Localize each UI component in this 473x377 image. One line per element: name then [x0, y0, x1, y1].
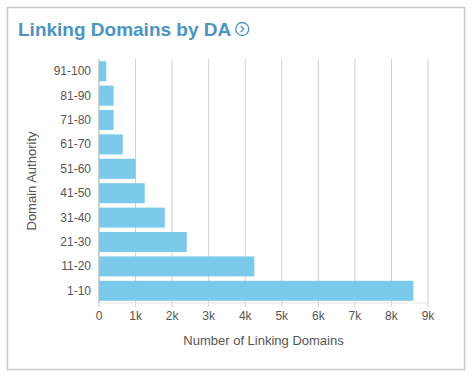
tick-label: 5k — [275, 309, 289, 323]
tick-label: 0 — [96, 309, 103, 323]
y-axis-line — [99, 59, 100, 303]
x-axis-line — [99, 303, 428, 304]
bar — [99, 232, 187, 252]
bar — [99, 208, 165, 228]
info-icon-chevron — [241, 26, 244, 32]
chart: Linking Domains by DA 0 1k 2k 3k 4k 5k 6k 7k 8k 9k… — [0, 0, 473, 377]
category-label: 81-90 — [60, 89, 91, 103]
category-label: 51-60 — [60, 162, 91, 176]
bars — [99, 61, 413, 301]
tick-label: 6k — [312, 309, 326, 323]
grid-line — [99, 59, 100, 307]
info-icon — [236, 23, 249, 36]
category-label: 11-20 — [61, 259, 91, 273]
bar — [99, 86, 114, 106]
category-label: 61-70 — [60, 137, 91, 151]
category-label: 1-10 — [67, 284, 91, 298]
title: Linking Domains by DA — [18, 19, 232, 40]
grid-line — [281, 59, 282, 307]
card-frame — [8, 8, 465, 370]
tick-label: 3k — [202, 309, 216, 323]
y-axis-label: Domain Authority — [24, 131, 39, 230]
category-label: 91-100 — [54, 64, 92, 78]
tick-label: 9k — [422, 309, 436, 323]
tick-label: 7k — [349, 309, 363, 323]
bar — [99, 134, 123, 154]
grid-line — [354, 59, 355, 307]
bar — [99, 281, 413, 301]
category-label: 41-50 — [60, 186, 91, 200]
bar — [99, 61, 106, 81]
grid-line — [318, 59, 319, 307]
grid-line — [428, 59, 429, 307]
tick-label: 4k — [239, 309, 253, 323]
tick-label: 8k — [385, 309, 399, 323]
category-label: 21-30 — [60, 235, 91, 249]
bar — [99, 110, 114, 130]
category-label: 31-40 — [60, 211, 91, 225]
tick-label: 1k — [129, 309, 143, 323]
bar — [99, 183, 145, 203]
bar — [99, 159, 136, 179]
grid-line — [391, 59, 392, 307]
bar — [99, 256, 254, 276]
category-label: 71-80 — [60, 113, 91, 127]
x-axis-label: Number of Linking Domains — [183, 333, 344, 348]
tick-label: 2k — [166, 309, 180, 323]
